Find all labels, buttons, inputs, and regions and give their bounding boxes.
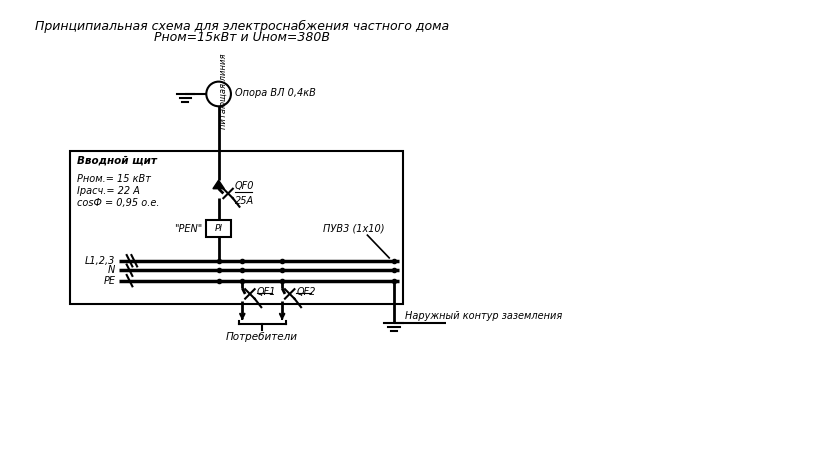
Text: ПУВ3 (1х10): ПУВ3 (1х10) <box>323 223 384 233</box>
Text: Наружный контур заземления: Наружный контур заземления <box>405 311 562 321</box>
Text: QF1: QF1 <box>256 287 275 297</box>
Text: Потребители: Потребители <box>226 332 298 342</box>
Text: PI: PI <box>214 224 222 233</box>
Text: Опора ВЛ 0,4кВ: Опора ВЛ 0,4кВ <box>234 88 315 98</box>
Text: Принципиальная схема для электроснабжения частного дома: Принципиальная схема для электроснабжени… <box>36 20 449 33</box>
Bar <box>206 220 231 237</box>
Text: Рном.= 15 кВт: Рном.= 15 кВт <box>77 174 151 184</box>
Text: L1,2,3: L1,2,3 <box>85 256 115 266</box>
Text: QF0: QF0 <box>234 180 254 190</box>
Text: PE: PE <box>103 276 115 286</box>
Text: Рном=15кВт и Uном=380В: Рном=15кВт и Uном=380В <box>154 31 330 44</box>
Text: "PEN": "PEN" <box>174 224 203 234</box>
Text: 25А: 25А <box>234 196 254 206</box>
Text: QF2: QF2 <box>296 287 315 297</box>
Text: cosФ = 0,95 о.е.: cosФ = 0,95 о.е. <box>77 198 160 208</box>
Text: Вводной щит: Вводной щит <box>77 156 157 166</box>
Text: питающая линия: питающая линия <box>218 53 227 129</box>
Bar <box>69 151 403 304</box>
Text: Iрасч.= 22 А: Iрасч.= 22 А <box>77 186 140 196</box>
Text: N: N <box>108 265 115 275</box>
Polygon shape <box>213 180 224 188</box>
